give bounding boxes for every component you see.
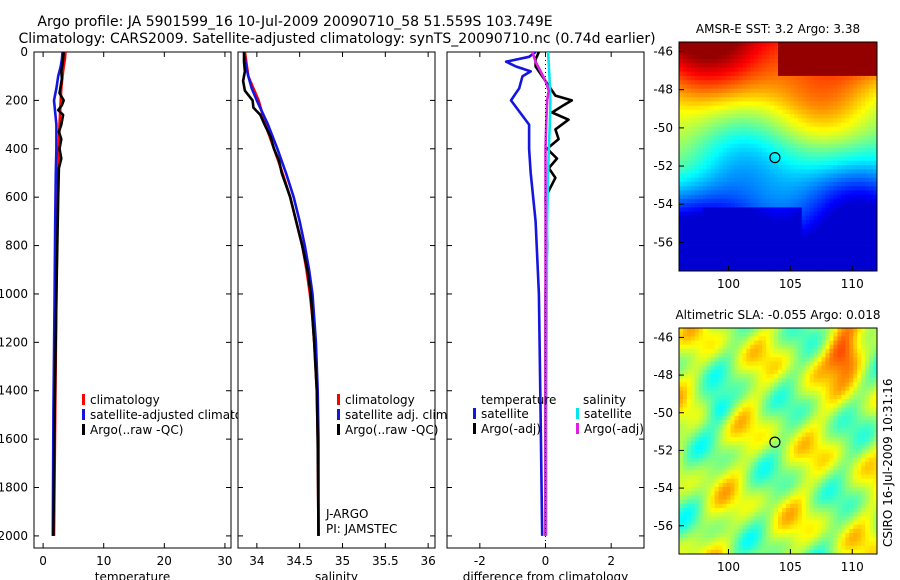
difference-line-salinity-argo-adj-	[531, 52, 551, 536]
temperature-ytick-label: 600	[5, 190, 28, 204]
temperature-ytick-label: 1400	[0, 384, 28, 398]
difference-legend-temperature-swatch	[473, 408, 476, 419]
sla_map-heatmap-cells	[679, 328, 878, 555]
difference-legend-salinity-swatch	[576, 423, 579, 434]
temperature-legend-swatch	[82, 409, 85, 420]
salinity-series-group	[241, 52, 320, 536]
sst_map-argo-marker	[769, 152, 781, 164]
sla_map-ytick-label: -56	[653, 519, 673, 533]
sla_map-ytick-label: -46	[653, 330, 673, 344]
salinity-annotation-jargo: J-ARGO	[325, 507, 368, 521]
difference-legend-temperature-swatch	[473, 423, 476, 434]
temperature-panel: 0 10 20 30 0 200 400 600 800 1000 1200 1400 1600 1800…	[0, 45, 268, 580]
sla_map-title: Altimetric SLA: -0.055 Argo: 0.018	[675, 308, 880, 322]
sst_map-ytick-label: -56	[653, 235, 673, 249]
salinity-annotation-pi: PI: JAMSTEC	[326, 522, 397, 536]
sla_map-ytick-label: -48	[653, 368, 673, 382]
difference-legend-salinity-title: salinity	[583, 393, 626, 407]
salinity-legend-swatch	[337, 409, 340, 420]
sst-map-panel: AMSR-E SST: 3.2 Argo: 3.38 100 105 110 -46 -4…	[653, 22, 878, 291]
difference-series-group	[504, 52, 574, 536]
salinity-legend-swatch	[337, 424, 340, 435]
sla_map-ytick-label: -50	[653, 406, 673, 420]
sst_map-ytick-label: -46	[653, 45, 673, 59]
figure-title-line1: Argo profile: JA 5901599_16 10-Jul-2009 …	[37, 14, 552, 30]
temperature-ytick-label: 1600	[0, 432, 28, 446]
temperature-axes-frame	[33, 51, 232, 549]
temperature-series-group	[51, 52, 67, 536]
sla_map-frame	[678, 327, 878, 555]
temperature-xtick-label: 30	[217, 554, 232, 568]
temperature-ytick-label: 1800	[0, 481, 28, 495]
salinity-line-satellite-adj-clim-	[242, 52, 320, 536]
difference-xtick-label: 2	[607, 554, 615, 568]
temperature-ytick-label: 2000	[0, 529, 28, 543]
temperature-legend-swatch	[82, 394, 85, 405]
sst_map-xtick-label: 110	[841, 277, 864, 291]
sst_map-ytick-label: -52	[653, 159, 673, 173]
difference-xlabel: difference from climatology	[463, 570, 629, 580]
sst_map-ytick-label: -50	[653, 121, 673, 135]
temperature-xtick-label: 10	[96, 554, 111, 568]
difference-legend-temperature-label: satellite	[481, 407, 529, 421]
salinity-legend-label: Argo(..raw -QC)	[345, 423, 438, 437]
difference-legend-salinity-label: Argo(-adj)	[584, 422, 644, 436]
salinity-xtick-label: 35.5	[372, 554, 399, 568]
difference-xtick-label: -2	[474, 554, 486, 568]
temperature-line-satellite-adjusted-climatology	[51, 52, 64, 536]
sst_map-xtick-label: 105	[779, 277, 802, 291]
sla_map-xtick-label: 100	[717, 560, 740, 574]
salinity-legend-label: satellite adj. clim.	[345, 408, 451, 422]
temperature-legend-swatch	[82, 424, 85, 435]
sla_map-ytick-label: -54	[653, 481, 673, 495]
sst_map-xtick-label: 100	[717, 277, 740, 291]
salinity-panel: 34 34.5 35 35.5 36 salinity climatologysatelli…	[237, 51, 451, 580]
difference-legend-salinity-swatch	[576, 408, 579, 419]
salinity-line-argo-raw-qc-	[241, 52, 320, 536]
temperature-legend-label: climatology	[90, 393, 160, 407]
temperature-ytick-label: 1000	[0, 287, 28, 301]
temperature-legend-label: satellite-adjusted climatology	[90, 408, 268, 422]
salinity-xtick-label: 35	[335, 554, 350, 568]
temperature-xlabel: temperature	[95, 570, 170, 580]
figure-title-line2: Climatology: CARS2009. Satellite-adjuste…	[18, 31, 655, 47]
temperature-ytick-label: 800	[5, 239, 28, 253]
sla-map-panel: Altimetric SLA: -0.055 Argo: 0.018 100 105…	[653, 308, 880, 574]
sla_map-argo-marker	[769, 436, 781, 448]
difference-legend-temperature-label: Argo(-adj)	[481, 422, 541, 436]
difference-legend-salinity-label: satellite	[584, 407, 632, 421]
temperature-ytick-label: 1200	[0, 335, 28, 349]
side-stamp: CSIRO 16-Jul-2009 10:31:16	[881, 379, 895, 547]
sla_map-xtick-label: 110	[841, 560, 864, 574]
sst_map-title: AMSR-E SST: 3.2 Argo: 3.38	[696, 22, 860, 36]
sst_map-ytick-label: -54	[653, 197, 673, 211]
salinity-xtick-label: 34.5	[286, 554, 313, 568]
sla_map-xtick-label: 105	[779, 560, 802, 574]
sst_map-heatmap-cells	[679, 42, 878, 272]
temperature-ytick-label: 0	[20, 45, 28, 59]
temperature-xtick-label: 0	[39, 554, 47, 568]
salinity-xlabel: salinity	[315, 570, 358, 580]
salinity-xtick-label: 36	[421, 554, 436, 568]
temperature-line-argo-raw-qc-	[52, 52, 66, 536]
salinity-legend-swatch	[337, 394, 340, 405]
sla_map-ytick-label: -52	[653, 443, 673, 457]
difference-line-temperature-satellite	[504, 52, 544, 536]
difference-legend-temperature-title: temperature	[481, 393, 556, 407]
sst_map-frame	[678, 41, 878, 272]
difference-xtick-label: 0	[542, 554, 550, 568]
salinity-legend-label: climatology	[345, 393, 415, 407]
temperature-ytick-label: 200	[5, 93, 28, 107]
difference-panel: -2 0 2 difference from climatology temperatu…	[446, 51, 645, 580]
salinity-xtick-label: 34	[249, 554, 264, 568]
temperature-xtick-label: 20	[157, 554, 172, 568]
sst_map-ytick-label: -48	[653, 83, 673, 97]
temperature-ytick-label: 400	[5, 142, 28, 156]
temperature-legend-label: Argo(..raw -QC)	[90, 423, 183, 437]
